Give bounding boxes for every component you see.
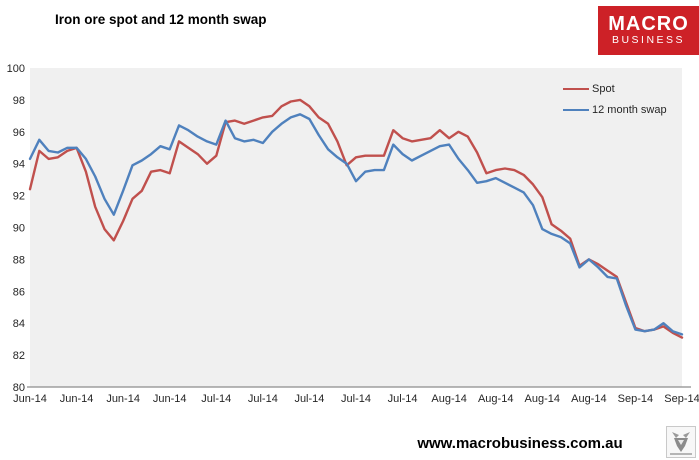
- chart-legend: Spot 12 month swap: [563, 78, 667, 120]
- x-tick-label: Sep-14: [618, 393, 653, 405]
- logo-text-macro: MACRO: [608, 13, 689, 36]
- y-tick-label: 100: [7, 63, 25, 75]
- x-tick-label: Jul-14: [201, 393, 231, 405]
- y-tick-label: 80: [13, 382, 25, 394]
- swap-line-swatch: [563, 108, 589, 111]
- y-tick-label: 98: [13, 95, 25, 107]
- series-line-12-month-swap: [28, 113, 684, 336]
- y-tick-label: 96: [13, 127, 25, 139]
- website-watermark: www.macrobusiness.com.au: [417, 435, 623, 452]
- x-tick-label: Aug-14: [525, 393, 560, 405]
- y-tick-label: 92: [13, 191, 25, 203]
- logo-text-business: BUSINESS: [611, 34, 686, 47]
- legend-item-spot: Spot: [563, 78, 667, 99]
- legend-label-swap: 12 month swap: [592, 103, 667, 116]
- spot-line-swatch: [563, 87, 589, 90]
- y-tick-label: 84: [13, 318, 25, 330]
- x-tick-label: Aug-14: [431, 393, 466, 405]
- plot-area: [30, 68, 682, 387]
- x-tick-label: Aug-14: [571, 393, 606, 405]
- y-tick-label: 94: [13, 159, 25, 171]
- x-tick-label: Jun-14: [106, 393, 140, 405]
- wolf-logo-icon: [666, 426, 696, 458]
- x-tick-label: Jul-14: [341, 393, 371, 405]
- x-tick-label: Aug-14: [478, 393, 513, 405]
- x-tick-label: Jun-14: [13, 393, 47, 405]
- y-tick-label: 82: [13, 350, 25, 362]
- x-tick-label: Jul-14: [294, 393, 324, 405]
- x-tick-label: Sep-14: [664, 393, 699, 405]
- y-tick-label: 88: [13, 254, 25, 266]
- x-tick-label: Jun-14: [153, 393, 187, 405]
- y-tick-label: 86: [13, 286, 25, 298]
- x-tick-label: Jun-14: [60, 393, 94, 405]
- legend-label-spot: Spot: [592, 82, 615, 95]
- x-tick-label: Jul-14: [248, 393, 278, 405]
- chart-title: Iron ore spot and 12 month swap: [55, 12, 267, 27]
- y-tick-label: 90: [13, 223, 25, 235]
- macrobusiness-logo: MACRO BUSINESS: [598, 6, 699, 55]
- series-line-spot: [28, 98, 684, 339]
- x-tick-label: Jul-14: [388, 393, 418, 405]
- legend-item-swap: 12 month swap: [563, 99, 667, 120]
